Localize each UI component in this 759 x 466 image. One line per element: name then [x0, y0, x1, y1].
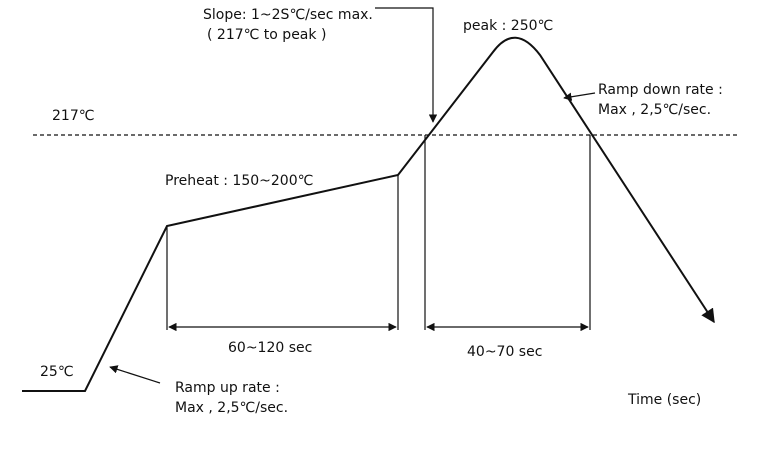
callout-arrow: [375, 7, 438, 123]
label: 40~70 sec: [467, 344, 542, 360]
axis-label: Time (sec): [627, 392, 701, 408]
label: ( 217℃ to peak ): [207, 27, 326, 43]
label: Max , 2,5℃/sec.: [175, 400, 288, 416]
label: Preheat : 150~200℃: [165, 173, 313, 189]
callout-arrow: [563, 92, 596, 101]
label: peak : 250℃: [463, 18, 553, 34]
profile-curve: [22, 36, 715, 392]
label: Ramp up rate :: [175, 380, 280, 396]
callout-arrow: [109, 365, 161, 384]
label: 60~120 sec: [228, 340, 312, 356]
label: Slope: 1~2S℃/sec max.: [203, 7, 373, 23]
label: Ramp down rate :: [598, 82, 723, 98]
label: 217℃: [52, 108, 94, 124]
label: Max , 2,5℃/sec.: [598, 102, 711, 118]
label: 25℃: [40, 364, 74, 380]
